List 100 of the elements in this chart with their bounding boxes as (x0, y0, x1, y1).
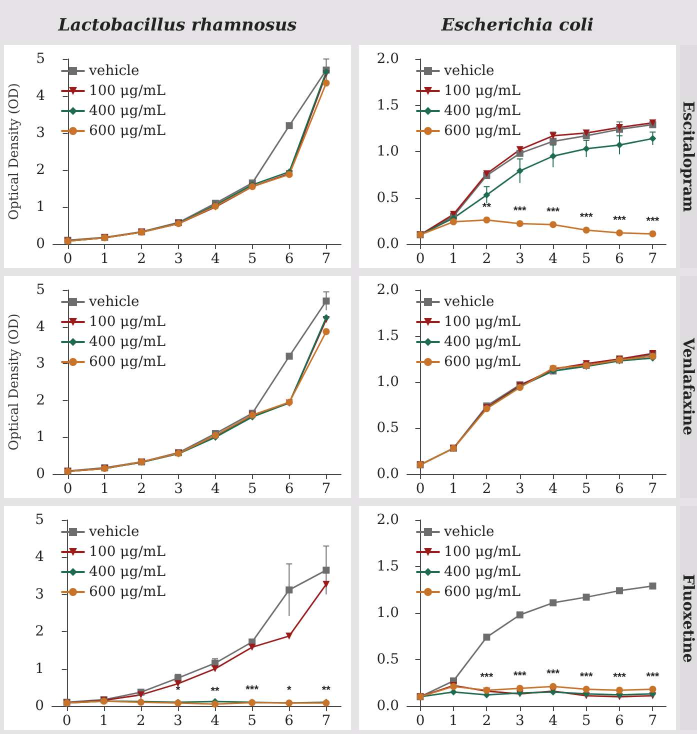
x-tick-label: 4 (548, 251, 558, 267)
text: * ** *** * ** (176, 684, 330, 698)
x-tick-label: 5 (248, 713, 257, 729)
y-tick-label: 0.5 (376, 190, 399, 206)
legend-label: vehicle (443, 294, 494, 310)
x-tick-label: 2 (137, 481, 146, 497)
legend-label: 100 μg/mL (89, 544, 166, 560)
x-tick-label: 3 (515, 251, 524, 267)
text: ** *** *** *** *** *** (482, 201, 660, 228)
y-axis-title: Optical Density (OD) (7, 83, 22, 220)
x-tick-label: 3 (174, 251, 183, 267)
point (483, 634, 490, 641)
y-tick-label: 5 (36, 282, 45, 298)
legend-label: 400 μg/mL (89, 334, 166, 350)
y-tick-label: 0.0 (376, 466, 399, 482)
x-tick-label: 5 (248, 481, 257, 497)
point (450, 688, 457, 696)
point (582, 130, 590, 136)
point (582, 594, 590, 601)
text: Venlafaxine (680, 276, 697, 498)
point (616, 142, 624, 149)
y-tick-label: 1.0 (376, 144, 399, 160)
y-tick-label: 1.0 (376, 605, 399, 621)
x-tick-label: 5 (582, 251, 591, 267)
x-tick-label: 1 (449, 251, 458, 267)
point (516, 167, 524, 174)
y-tick-label: 1 (36, 429, 45, 446)
x-tick-label: 1 (99, 713, 108, 729)
x-tick-label: 0 (416, 713, 425, 729)
point (582, 145, 590, 152)
x-tick-label: 5 (582, 481, 591, 497)
legend-label: vehicle (88, 524, 140, 540)
point (516, 684, 524, 692)
legend-label: 100 μg/mL (444, 314, 521, 330)
point (550, 599, 557, 606)
legend-label: 100 μg/mL (89, 83, 166, 99)
y-tick-label: 0 (36, 466, 45, 482)
x-tick-label: 6 (284, 481, 294, 497)
point (322, 328, 330, 336)
y-tick-label: 2.0 (376, 282, 399, 298)
y-tick-label: 1.5 (376, 97, 399, 114)
legend-label: 600 μg/mL (89, 354, 166, 370)
x-tick-label: 3 (515, 481, 524, 497)
point (516, 146, 524, 154)
x-tick-label: 0 (62, 713, 72, 729)
point (550, 152, 557, 160)
x-tick-label: 7 (322, 251, 331, 267)
x-tick-label: 2 (482, 251, 492, 267)
point (550, 682, 557, 690)
y-tick-label: 2.0 (376, 512, 399, 528)
y-tick-label: 0.0 (376, 236, 399, 252)
legend-label: 600 μg/mL (444, 123, 521, 139)
point (582, 686, 590, 693)
point (322, 80, 330, 87)
x-tick-label: 2 (482, 713, 492, 729)
legend-label: 400 μg/mL (444, 564, 521, 580)
y-tick-label: 1.5 (376, 558, 399, 574)
x-tick-label: 6 (615, 481, 624, 497)
y-tick-label: 3 (36, 356, 45, 372)
text: Fluoxetine (680, 506, 697, 730)
legend-label: 600 μg/mL (444, 354, 521, 370)
point (286, 122, 293, 130)
point (322, 298, 330, 305)
x-tick-label: 5 (582, 713, 591, 729)
x-tick-label: 3 (174, 481, 183, 497)
y-tick-label: 2 (36, 162, 45, 178)
y-axis-title: Optical Density (OD) (7, 314, 22, 450)
x-tick-label: 3 (515, 713, 524, 729)
point (450, 218, 457, 226)
x-tick-label: 0 (416, 251, 425, 267)
x-tick-label: 2 (482, 481, 492, 497)
point (137, 691, 144, 698)
point (550, 221, 557, 228)
point (483, 216, 490, 224)
y-tick-label: 3 (35, 586, 44, 602)
point (649, 582, 656, 590)
y-tick-label: 5 (36, 51, 45, 67)
point (286, 586, 293, 594)
point (322, 580, 330, 588)
y-tick-label: 1 (35, 660, 44, 677)
y-tick-label: 0.5 (376, 652, 399, 668)
x-tick-label: 0 (416, 481, 425, 497)
chart-title: Lactobacillus rhamnosus (57, 16, 298, 36)
y-tick-label: 0.5 (376, 420, 399, 436)
y-tick-label: 3 (36, 125, 45, 141)
point (286, 632, 293, 640)
x-tick-label: 4 (548, 481, 558, 497)
point (483, 191, 490, 198)
x-tick-label: 6 (284, 713, 294, 729)
x-tick-label: 6 (615, 713, 624, 729)
text: Escitalopram (680, 45, 697, 268)
y-tick-label: 0 (36, 236, 45, 252)
point (286, 352, 293, 360)
legend-label: 400 μg/mL (444, 103, 521, 119)
x-tick-label: 4 (210, 713, 220, 729)
point (516, 220, 524, 228)
y-tick-label: 2.0 (376, 51, 399, 67)
legend-label: vehicle (88, 294, 140, 310)
point (649, 686, 656, 693)
point (322, 566, 330, 574)
